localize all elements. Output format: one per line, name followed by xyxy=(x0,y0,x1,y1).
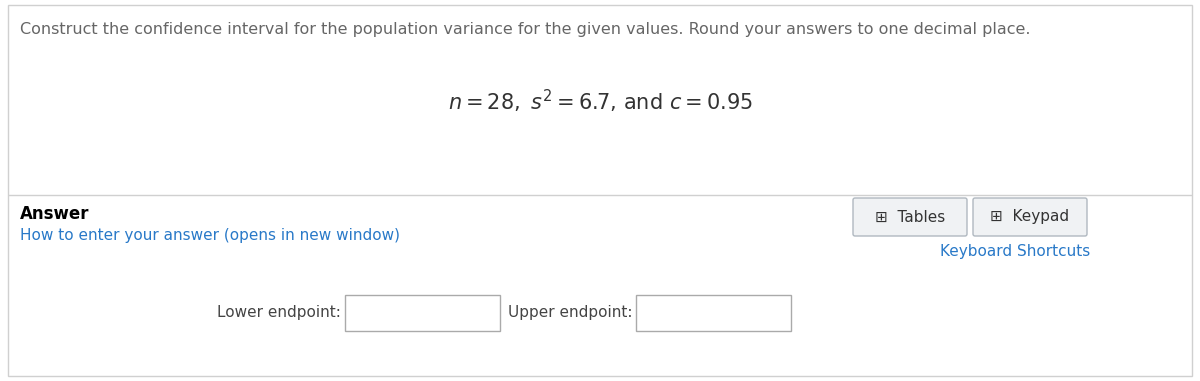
Text: ⊞  Keypad: ⊞ Keypad xyxy=(990,210,1069,224)
Text: Keyboard Shortcuts: Keyboard Shortcuts xyxy=(940,244,1090,259)
Text: Lower endpoint:: Lower endpoint: xyxy=(217,306,341,320)
Text: $n = 28,\ s^2 = 6.7$, and $c = 0.95$: $n = 28,\ s^2 = 6.7$, and $c = 0.95$ xyxy=(448,88,752,115)
Text: How to enter your answer (opens in new window): How to enter your answer (opens in new w… xyxy=(20,228,400,243)
FancyBboxPatch shape xyxy=(853,198,967,236)
FancyBboxPatch shape xyxy=(973,198,1087,236)
Text: Construct the confidence interval for the population variance for the given valu: Construct the confidence interval for th… xyxy=(20,22,1031,37)
Text: Answer: Answer xyxy=(20,205,90,223)
Text: Upper endpoint:: Upper endpoint: xyxy=(508,306,632,320)
Text: ⊞  Tables: ⊞ Tables xyxy=(875,210,946,224)
FancyBboxPatch shape xyxy=(636,295,791,331)
FancyBboxPatch shape xyxy=(346,295,500,331)
